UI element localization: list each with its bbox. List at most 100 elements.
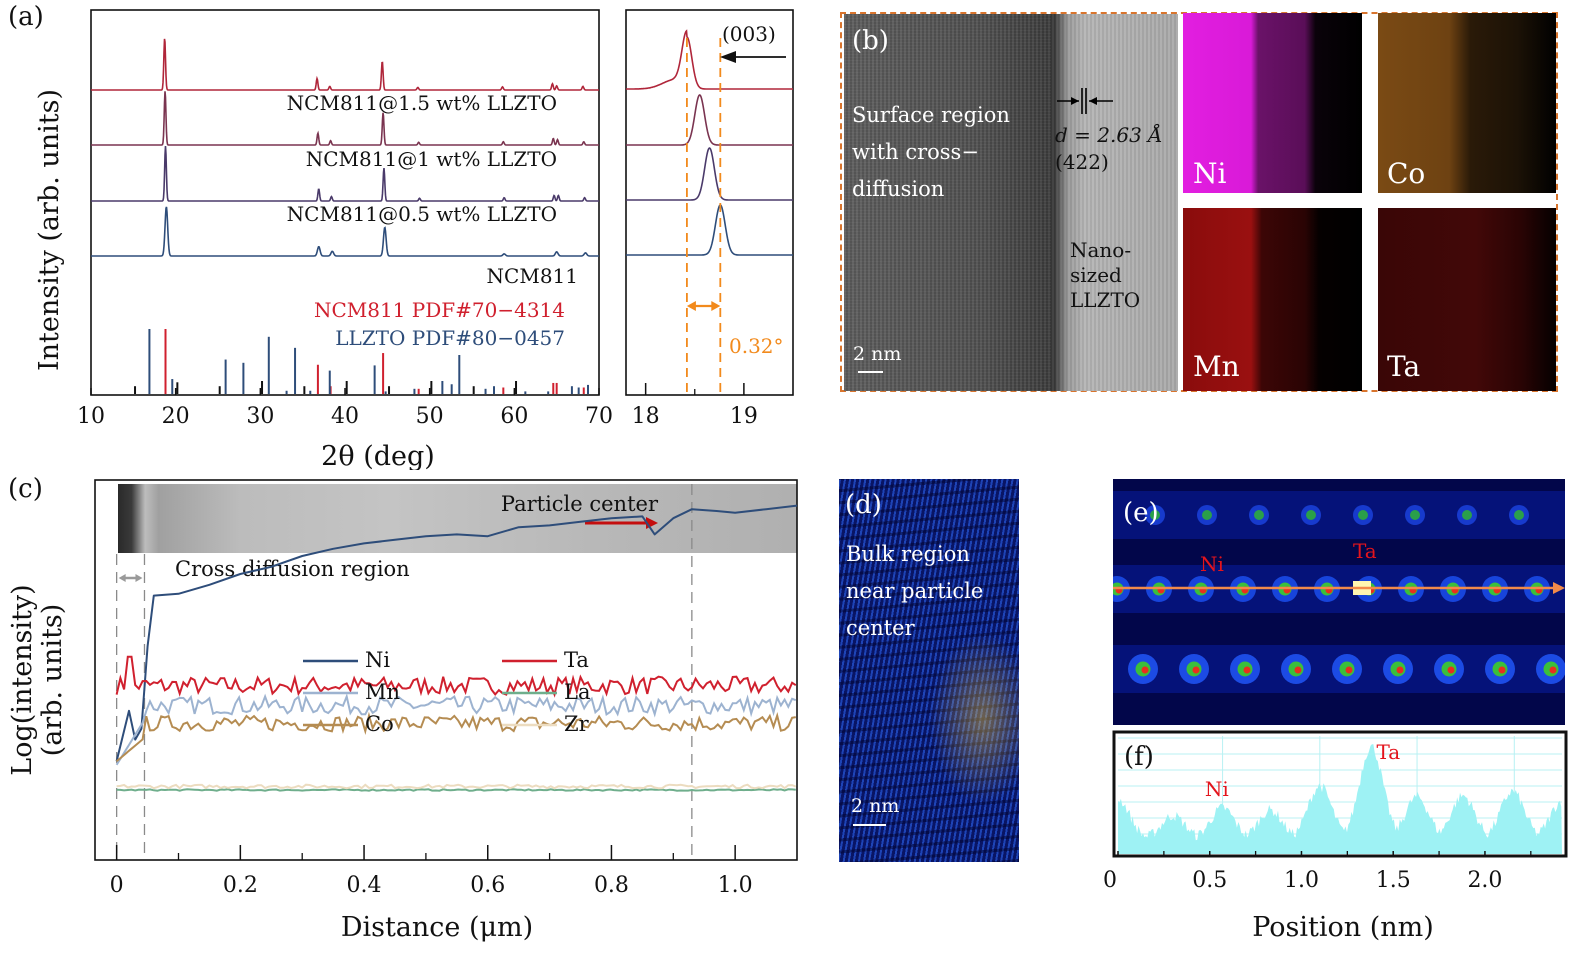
cross-diffusion-label: Cross diffusion region <box>175 557 410 581</box>
x-tick-label-inset: 18 <box>632 404 660 429</box>
atom-column-hot <box>1447 666 1455 674</box>
atom-column-core <box>1306 510 1316 520</box>
x-tick-label-c: 0.2 <box>223 873 258 898</box>
eds-label-mn: Mn <box>1193 350 1240 383</box>
llzto-line-3: LLZTO <box>1070 288 1141 312</box>
eds-map-co <box>1378 13 1556 193</box>
inset-peak-line <box>626 204 793 256</box>
xrd-series-label: NCM811@1.5 wt% LLZTO <box>287 91 557 115</box>
eds-map-mn <box>1183 208 1362 391</box>
shift-value-label: 0.32° <box>729 334 784 358</box>
panel-e-label: (e) <box>1123 498 1159 528</box>
shift-arrow-right-head-icon <box>711 301 721 311</box>
d-spacing-label: d = 2.63 Å <box>1055 123 1163 147</box>
line-scan-chart: Particle center Cross diffusion region Ni M… <box>94 479 798 943</box>
e-label-ta: Ta <box>1353 539 1377 563</box>
cross-diffusion-arrow-right-icon <box>135 574 143 582</box>
eds-label-co: Co <box>1387 157 1426 190</box>
particle-strip-image <box>118 484 797 553</box>
llzto-line-2: sized <box>1070 263 1122 287</box>
cross-diffusion-arrow-left-icon <box>118 574 126 582</box>
scale-bar-b-label: 2 nm <box>853 343 902 365</box>
x-tick-label-a: 40 <box>331 404 359 429</box>
atom-column-core <box>1514 510 1524 520</box>
x-tick-label-a: 30 <box>246 404 274 429</box>
atom-column-core <box>1358 510 1368 520</box>
atom-column-core <box>1462 510 1472 520</box>
xrd-chart: NCM811@1.5 wt% LLZTO NCM811@1 wt% LLZTO NC… <box>34 9 794 470</box>
series-line-co <box>115 711 796 762</box>
eds-map-ta <box>1378 208 1556 391</box>
nano-llzto-text: Nano- sized LLZTO <box>1070 238 1140 313</box>
atom-column-core <box>1254 510 1264 520</box>
bulk-line-3: center <box>846 616 915 640</box>
inset-peak-line <box>626 94 793 146</box>
series-line-mn <box>115 693 797 766</box>
intensity-profile-chart: (f) Ni Ta 0 0.5 1.0 1.5 2.0 Position (nm) <box>1103 730 1568 943</box>
atom-column-hot <box>1294 666 1302 674</box>
bulk-line-2: near particle <box>846 579 984 603</box>
bulk-region-image <box>839 479 1019 862</box>
atom-column-hot <box>1396 666 1404 674</box>
shift-direction-arrow-left-icon <box>720 51 736 63</box>
x-tick-label-inset: 19 <box>730 404 758 429</box>
x-tick-label-c: 0.4 <box>347 873 382 898</box>
x-axis-title-c: Distance (μm) <box>341 912 533 943</box>
x-tick-label-a: 50 <box>416 404 444 429</box>
y-axis-title-a: Intensity (arb. units) <box>34 89 65 371</box>
scale-bar-b <box>858 371 883 373</box>
xrd-series-line <box>91 38 599 91</box>
scale-bar-d <box>853 824 886 826</box>
x-axis-title-f: Position (nm) <box>1252 912 1434 943</box>
x-axis-title-a: 2θ (deg) <box>321 441 435 470</box>
legend-label-mn: Mn <box>365 680 400 704</box>
xrd-series-line <box>91 145 599 202</box>
panel-b-label: (b) <box>852 26 889 56</box>
atom-column-hot <box>1192 666 1200 674</box>
x-tick-label-c: 0.8 <box>594 873 629 898</box>
reference-label: NCM811 PDF#70−4314 <box>314 298 565 322</box>
atom-column-hot <box>1141 666 1149 674</box>
xrd-series-label: NCM811 <box>487 264 578 288</box>
panel-c-label: (c) <box>8 474 43 504</box>
x-tick-label-c: 0.6 <box>470 873 505 898</box>
inset-peak-line <box>626 29 793 90</box>
scale-bar-d-label: 2 nm <box>851 795 900 817</box>
plot-frame-inset <box>625 9 794 396</box>
legend-label-co: Co <box>365 712 394 736</box>
e-label-ni: Ni <box>1200 552 1224 576</box>
x-tick-label-a: 20 <box>162 404 190 429</box>
xrd-series-label: NCM811@1 wt% LLZTO <box>306 147 557 171</box>
inset-peak-line <box>626 147 793 201</box>
reference-label: LLZTO PDF#80−0457 <box>335 326 565 350</box>
eds-label-ta: Ta <box>1387 350 1421 383</box>
atom-column-hot <box>1498 666 1506 674</box>
x-tick-label-c: 0 <box>110 873 124 898</box>
atom-column-hot <box>1549 666 1557 674</box>
legend-label-la: La <box>564 680 590 704</box>
x-tick-label-f: 1.0 <box>1284 868 1319 893</box>
xrd-series-label: NCM811@0.5 wt% LLZTO <box>287 202 557 226</box>
surface-region-line-3: diffusion <box>852 177 945 201</box>
inset-title-003: (003) <box>722 22 776 46</box>
panel-a-label: (a) <box>8 2 44 32</box>
atom-column-core <box>1410 510 1420 520</box>
xrd-series-line <box>91 206 599 257</box>
x-tick-label-f: 1.5 <box>1376 868 1411 893</box>
haadf-image <box>1113 479 1565 725</box>
surface-region-line-2: with cross− <box>852 140 979 164</box>
profile-arrow-icon <box>1553 582 1565 594</box>
series-line-la <box>116 788 796 792</box>
x-tick-label-a: 10 <box>77 404 105 429</box>
eds-map-ni <box>1183 13 1362 193</box>
d-spacing-marker-icon <box>1057 88 1113 114</box>
x-tick-label-f: 2.0 <box>1467 868 1502 893</box>
surface-region-line-1: Surface region <box>852 103 1010 127</box>
plane-label: (422) <box>1055 150 1109 174</box>
hrtem-surface-image <box>844 14 1178 391</box>
legend-label-zr: Zr <box>564 712 590 736</box>
bulk-region-text: Bulk region near particle center <box>846 536 983 647</box>
x-tick-label-c: 1.0 <box>718 873 753 898</box>
profile-area <box>1118 744 1562 854</box>
x-tick-label-f: 0.5 <box>1192 868 1227 893</box>
